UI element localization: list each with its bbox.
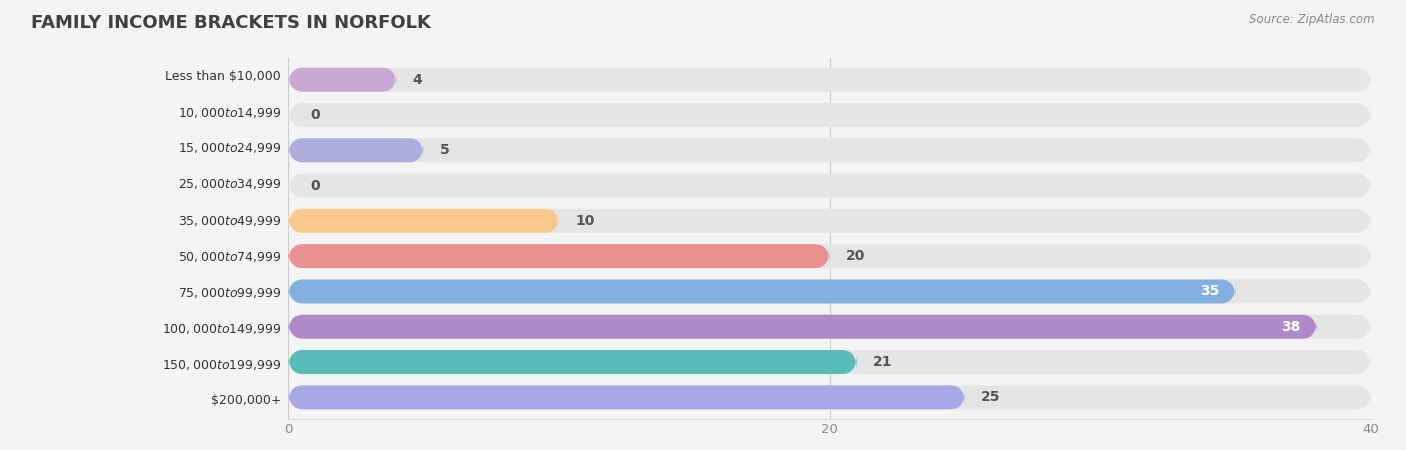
FancyBboxPatch shape <box>288 315 1317 339</box>
Text: $100,000 to $149,999: $100,000 to $149,999 <box>162 321 281 336</box>
FancyBboxPatch shape <box>288 315 1371 339</box>
Text: Less than $10,000: Less than $10,000 <box>166 70 281 83</box>
FancyBboxPatch shape <box>288 279 1371 303</box>
FancyBboxPatch shape <box>288 279 1236 303</box>
Text: $50,000 to $74,999: $50,000 to $74,999 <box>177 249 281 264</box>
Text: $10,000 to $14,999: $10,000 to $14,999 <box>177 105 281 120</box>
Text: $200,000+: $200,000+ <box>211 394 281 407</box>
FancyBboxPatch shape <box>288 209 1371 233</box>
Text: 21: 21 <box>873 355 893 369</box>
Text: Source: ZipAtlas.com: Source: ZipAtlas.com <box>1250 14 1375 27</box>
FancyBboxPatch shape <box>288 209 560 233</box>
Text: 4: 4 <box>413 73 422 87</box>
FancyBboxPatch shape <box>288 385 1371 410</box>
FancyBboxPatch shape <box>288 174 1371 198</box>
FancyBboxPatch shape <box>288 103 1371 127</box>
FancyBboxPatch shape <box>288 350 856 374</box>
FancyBboxPatch shape <box>288 68 396 92</box>
Text: 5: 5 <box>440 143 450 157</box>
FancyBboxPatch shape <box>288 138 1371 162</box>
Text: $15,000 to $24,999: $15,000 to $24,999 <box>177 141 281 156</box>
Text: 35: 35 <box>1199 284 1219 298</box>
Text: 10: 10 <box>575 214 595 228</box>
Text: $75,000 to $99,999: $75,000 to $99,999 <box>177 285 281 300</box>
Text: $35,000 to $49,999: $35,000 to $49,999 <box>177 213 281 228</box>
Text: 20: 20 <box>846 249 865 263</box>
FancyBboxPatch shape <box>288 138 423 162</box>
Text: 25: 25 <box>981 390 1001 404</box>
Text: $25,000 to $34,999: $25,000 to $34,999 <box>177 177 281 192</box>
Text: $150,000 to $199,999: $150,000 to $199,999 <box>162 357 281 372</box>
FancyBboxPatch shape <box>288 244 1371 268</box>
Text: 0: 0 <box>309 108 319 122</box>
Text: 0: 0 <box>309 179 319 193</box>
FancyBboxPatch shape <box>288 68 1371 92</box>
FancyBboxPatch shape <box>288 244 830 268</box>
FancyBboxPatch shape <box>288 350 1371 374</box>
FancyBboxPatch shape <box>288 385 965 410</box>
Text: 38: 38 <box>1281 320 1301 334</box>
Text: FAMILY INCOME BRACKETS IN NORFOLK: FAMILY INCOME BRACKETS IN NORFOLK <box>31 14 430 32</box>
